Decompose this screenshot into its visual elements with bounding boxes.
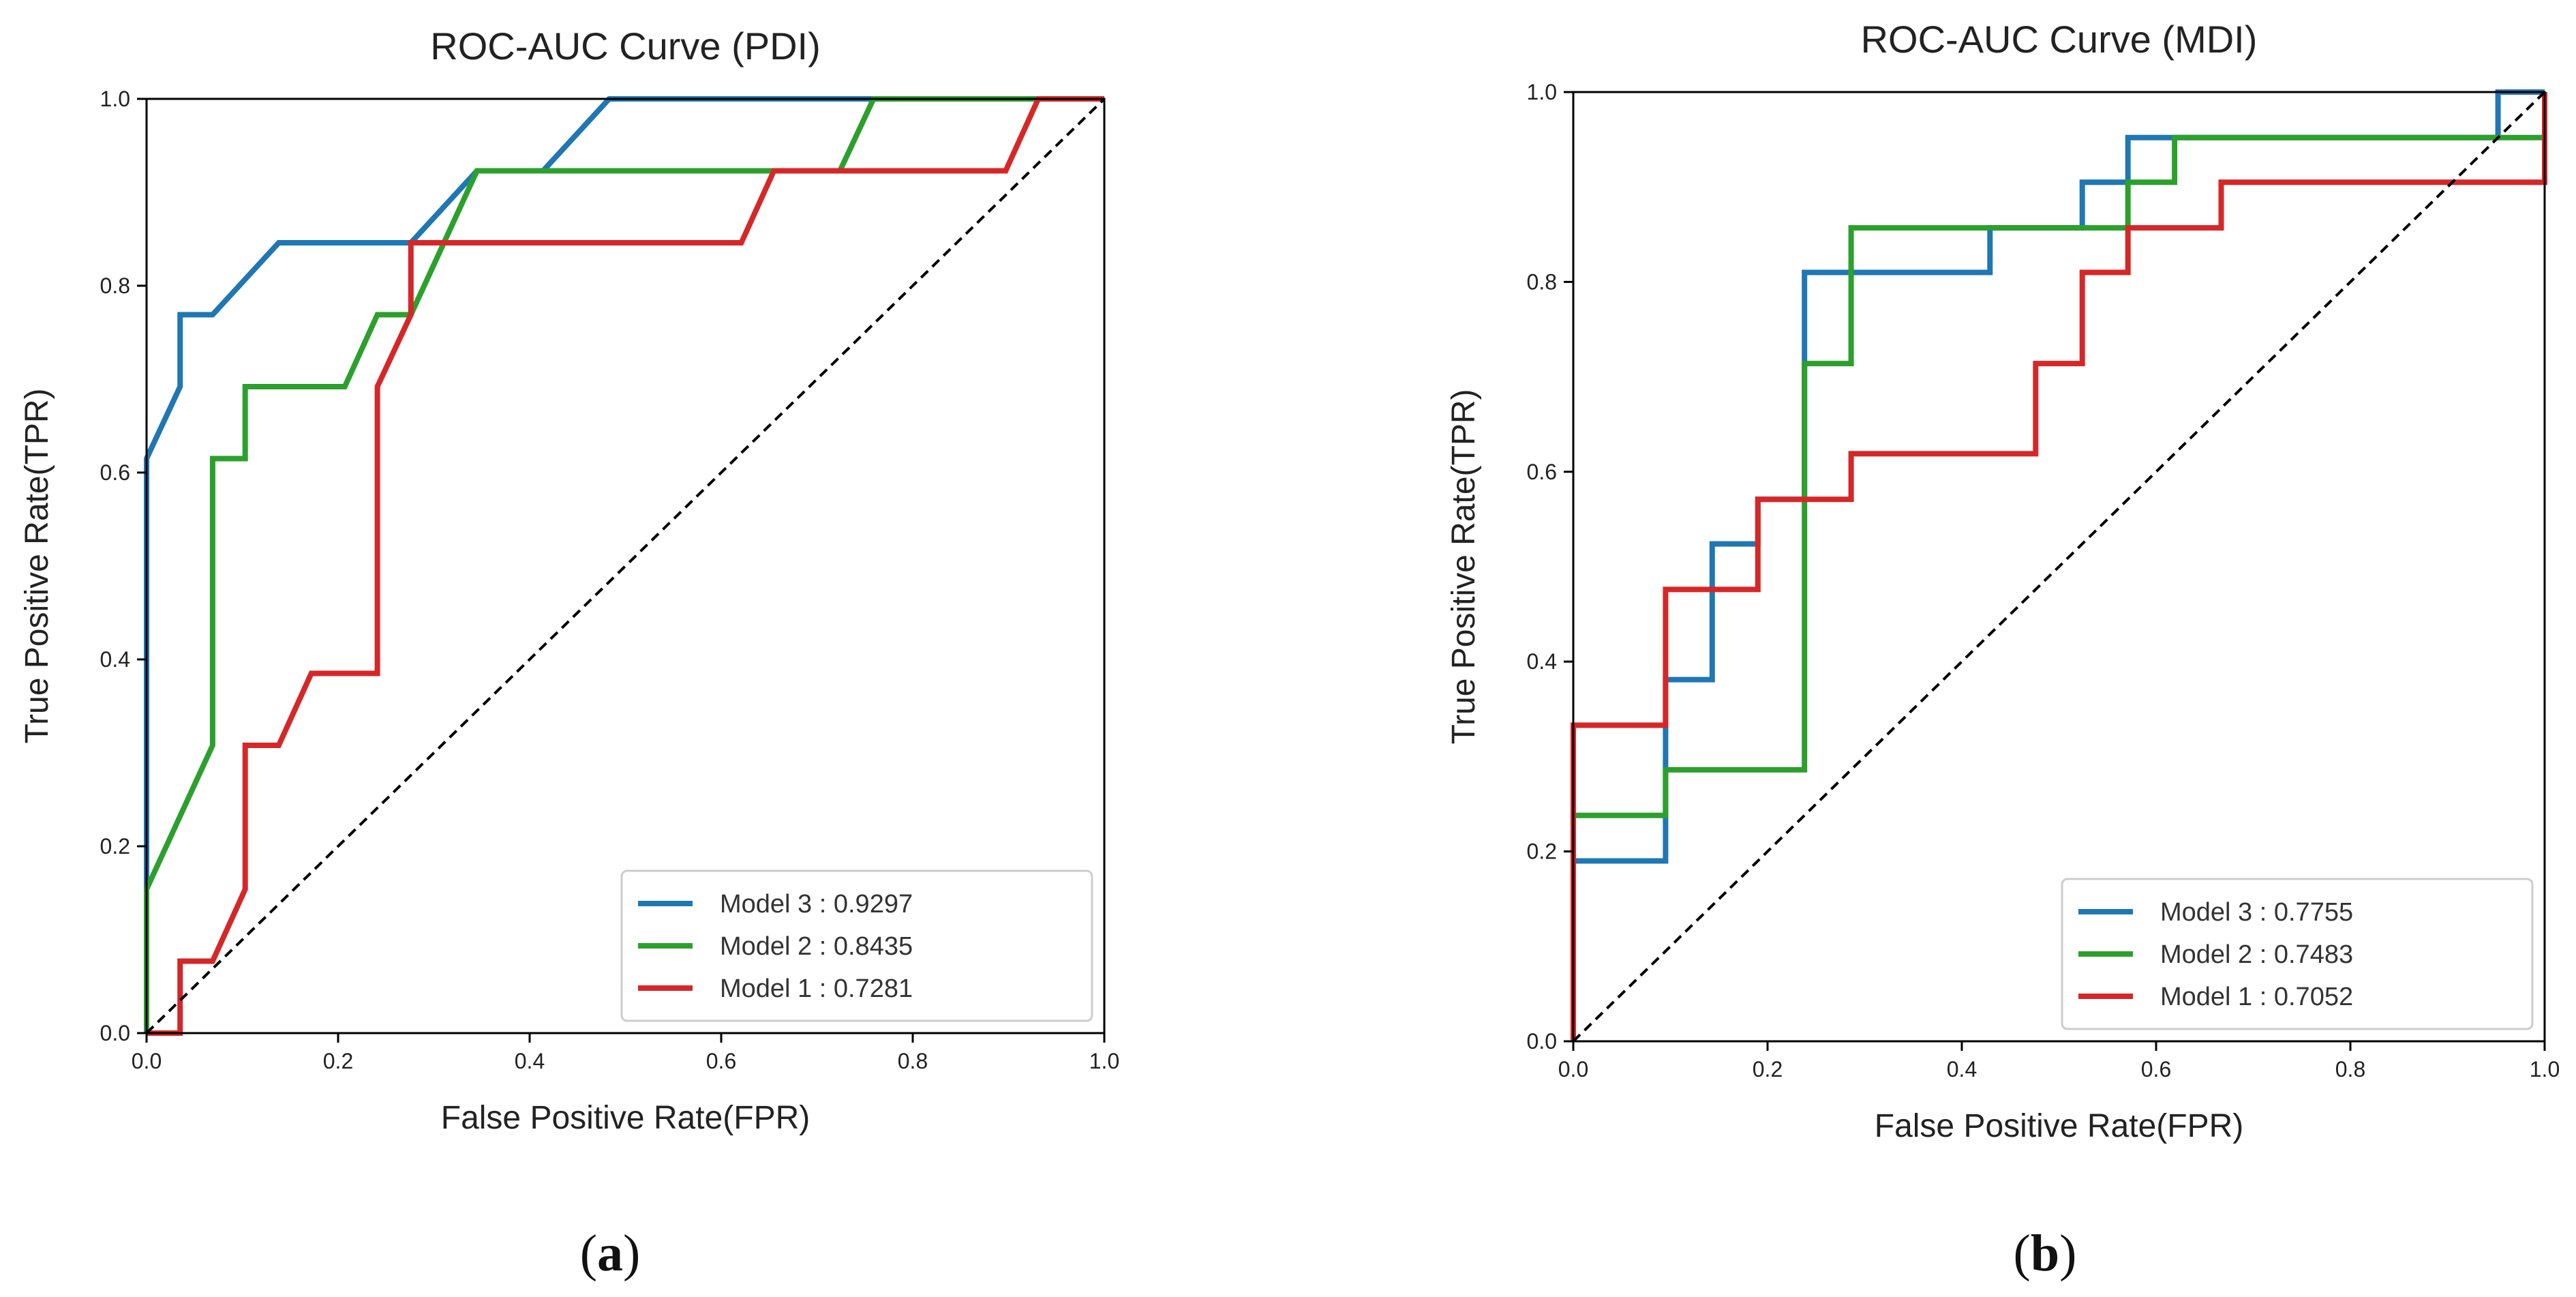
x-axis-label: False Positive Rate(FPR) [441,1100,810,1136]
series-line-1 [144,96,1104,1033]
x-tick-label: 0.6 [2141,1057,2171,1082]
axes-frame [145,98,1106,1034]
x-tick-label: 0.0 [1558,1057,1588,1082]
legend-entry-label: Model 3 : 0.9297 [720,890,913,919]
y-axis-label: True Positive Rate(TPR) [1446,389,1482,744]
x-tick-label: 0.8 [2335,1057,2365,1082]
panel-label-b: (b) [2013,1225,2077,1282]
x-axis-label: False Positive Rate(FPR) [1875,1108,2243,1144]
x-tick-label: 1.0 [1089,1049,1119,1073]
y-tick-label: 1.0 [1527,80,1557,104]
x-tick-label: 1.0 [2530,1057,2560,1082]
panel-label-a: (a) [579,1225,641,1282]
y-tick-label: 0.6 [100,460,130,485]
legend: Model 3 : 0.7755 Model 2 : 0.7483 Model 1 … [2061,878,2534,1030]
y-tick-label: 0.2 [100,834,130,859]
legend: Model 3 : 0.9297 Model 2 : 0.8435 Model 1 … [620,869,1093,1022]
x-tick-label: 0.2 [323,1049,353,1073]
legend-entry-label: Model 2 : 0.8435 [720,932,913,961]
chart-title: ROC-AUC Curve (PDI) [430,25,820,68]
x-tick-label: 0.4 [515,1049,545,1073]
chance-diagonal-line [145,98,1106,1034]
axes-frame [1572,91,2546,1043]
series-line-2 [1571,92,2547,1041]
legend-entry-label: Model 3 : 0.7755 [2160,898,2353,927]
chart-a: ROC-AUC Curve (PDI) 0.0 0.2 0.4 0.6 0.8 1.0 0.0… [19,25,1119,1136]
chance-diagonal-line [1572,91,2546,1043]
y-tick-label: 0.2 [1527,839,1557,864]
x-tick-label: 0.4 [1947,1057,1977,1082]
y-tick-label: 0.8 [100,273,130,298]
y-tick-label: 0.8 [1527,269,1557,294]
y-tick-label: 0.0 [100,1021,130,1045]
series-line-3 [147,96,1104,1036]
legend-box [2061,878,2534,1030]
y-tick-label: 1.0 [100,87,130,111]
y-tick-label: 0.4 [100,647,130,672]
y-tick-label: 0.0 [1527,1029,1557,1054]
x-tick-label: 0.6 [706,1049,736,1073]
y-tick-label: 0.4 [1527,649,1557,674]
y-tick-label: 0.6 [1527,460,1557,484]
legend-box [620,869,1093,1022]
series-line-3 [1571,92,2547,1041]
legend-entry-label: Model 1 : 0.7281 [720,974,913,1003]
y-axis-label: True Positive Rate(TPR) [19,388,55,743]
chart-title: ROC-AUC Curve (MDI) [1861,18,2258,61]
legend-entry-label: Model 2 : 0.7483 [2160,940,2353,969]
x-tick-label: 0.0 [132,1049,162,1073]
chart-b: ROC-AUC Curve (MDI) 0.0 0.2 0.4 0.6 0.8 1.0 0.0… [1446,18,2560,1144]
legend-entry-label: Model 1 : 0.7052 [2160,983,2353,1011]
x-tick-label: 0.2 [1753,1057,1783,1082]
x-tick-label: 0.8 [898,1049,928,1073]
